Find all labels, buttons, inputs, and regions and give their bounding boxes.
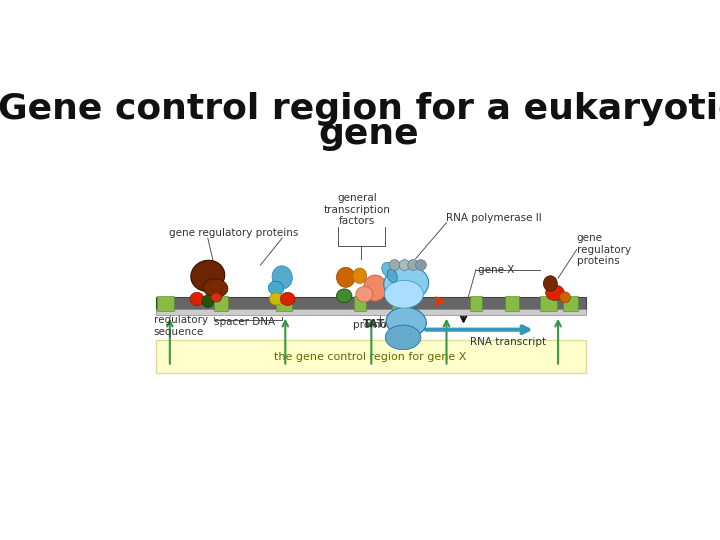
Text: general
transcription
factors: general transcription factors xyxy=(324,193,391,226)
Ellipse shape xyxy=(280,292,295,306)
Text: gene: gene xyxy=(319,117,419,151)
FancyBboxPatch shape xyxy=(156,340,586,373)
Ellipse shape xyxy=(408,260,418,271)
Bar xyxy=(539,296,557,311)
Ellipse shape xyxy=(382,262,395,277)
Ellipse shape xyxy=(559,292,570,303)
Ellipse shape xyxy=(364,275,387,301)
Text: TATA: TATA xyxy=(363,319,393,329)
Ellipse shape xyxy=(272,266,292,289)
Bar xyxy=(505,296,518,311)
Ellipse shape xyxy=(202,295,214,307)
Ellipse shape xyxy=(211,293,222,302)
Bar xyxy=(156,296,586,310)
Text: regulatory
sequence: regulatory sequence xyxy=(153,315,207,336)
Ellipse shape xyxy=(191,260,225,291)
Bar xyxy=(214,296,228,311)
Ellipse shape xyxy=(190,292,204,306)
Ellipse shape xyxy=(546,285,564,300)
Ellipse shape xyxy=(544,276,557,291)
Ellipse shape xyxy=(386,307,426,336)
Text: gene X: gene X xyxy=(477,265,514,275)
Text: promoter: promoter xyxy=(353,320,401,330)
Ellipse shape xyxy=(356,287,373,302)
Ellipse shape xyxy=(203,279,228,298)
Bar xyxy=(157,296,174,311)
Ellipse shape xyxy=(269,293,282,305)
Ellipse shape xyxy=(269,281,284,295)
Text: RNA polymerase II: RNA polymerase II xyxy=(446,213,542,222)
Text: Gene control region for a eukaryotic: Gene control region for a eukaryotic xyxy=(0,92,720,126)
Bar xyxy=(392,296,406,311)
Ellipse shape xyxy=(415,260,426,271)
Ellipse shape xyxy=(353,268,366,284)
Ellipse shape xyxy=(384,266,428,301)
Bar xyxy=(354,296,366,311)
Text: spacer DNA: spacer DNA xyxy=(215,316,276,327)
Ellipse shape xyxy=(389,260,400,271)
Bar xyxy=(469,296,482,311)
Bar xyxy=(276,296,292,311)
Text: gene
regulatory
proteins: gene regulatory proteins xyxy=(577,233,631,266)
Bar xyxy=(563,296,578,311)
Ellipse shape xyxy=(399,260,410,271)
Text: RNA transcript: RNA transcript xyxy=(469,336,546,347)
Ellipse shape xyxy=(336,289,352,303)
Text: the gene control region for gene X: the gene control region for gene X xyxy=(274,352,467,362)
Ellipse shape xyxy=(384,280,423,308)
Bar xyxy=(156,309,586,315)
Ellipse shape xyxy=(385,325,421,350)
Ellipse shape xyxy=(336,267,355,287)
Ellipse shape xyxy=(387,269,397,282)
Text: gene regulatory proteins: gene regulatory proteins xyxy=(168,228,298,238)
